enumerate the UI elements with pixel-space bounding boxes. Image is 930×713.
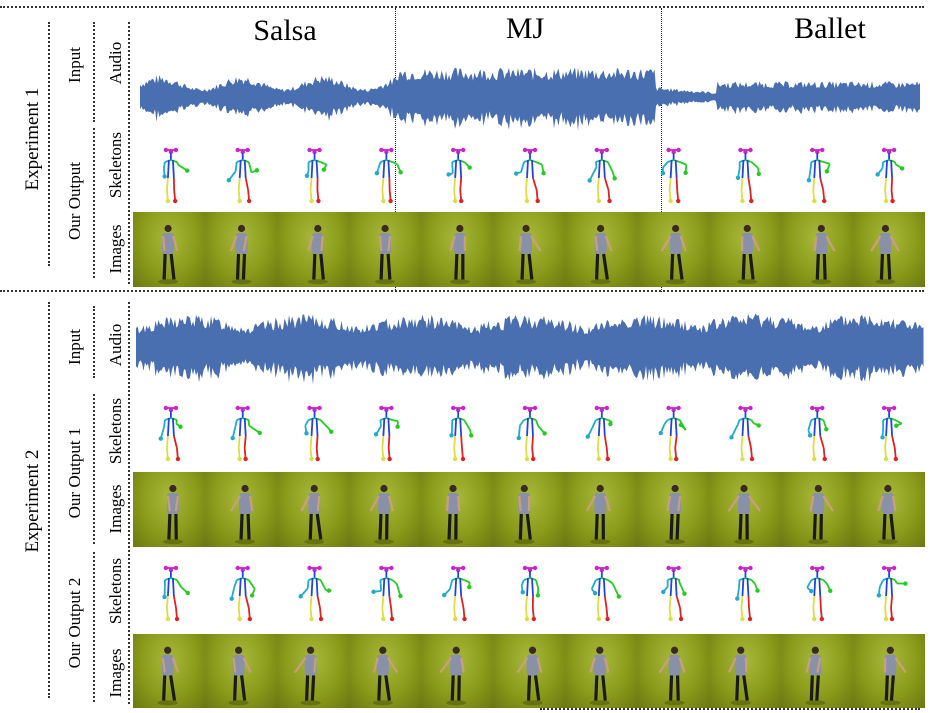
video-frame <box>421 212 493 287</box>
video-frame <box>349 472 421 547</box>
exp2-input-bracket <box>93 306 95 378</box>
column-title-salsa: Salsa <box>230 14 340 48</box>
video-frame <box>205 212 277 287</box>
exp2-output2-group-label: Our Output 2 <box>65 567 87 679</box>
video-frame <box>133 472 205 547</box>
experiment-2-label: Experiment 2 <box>22 436 44 566</box>
exp2-image-strip-2 <box>133 634 925 708</box>
exp2-row-images-2: Images <box>106 638 128 708</box>
exp1-row-skeletons: Skeletons <box>106 118 128 212</box>
exp1-bracket <box>48 22 50 266</box>
exp1-image-strip <box>133 212 925 287</box>
waveform-path <box>136 314 924 385</box>
video-frame <box>853 472 925 547</box>
video-frame <box>277 472 349 547</box>
exp2-bracket <box>48 302 50 698</box>
experiment-1-label: Experiment 1 <box>22 74 44 204</box>
video-frame <box>781 472 853 547</box>
exp2-output1-bracket <box>93 394 95 544</box>
exp2-row-audio: Audio <box>106 310 128 380</box>
exp1-row-bracket <box>128 22 130 284</box>
video-frame <box>133 212 205 287</box>
video-frame <box>205 472 277 547</box>
video-frame <box>637 634 709 708</box>
exp2-row-skeletons-2: Skeletons <box>106 544 128 638</box>
exp2-output2-bracket <box>93 552 95 702</box>
exp1-row-images: Images <box>106 214 128 284</box>
video-frame <box>133 634 205 708</box>
video-frame <box>565 472 637 547</box>
top-border <box>0 6 924 8</box>
exp1-output-group-label: Our Output <box>65 153 87 249</box>
exp2-output1-group-label: Our Output 1 <box>65 417 87 529</box>
exp2-skeleton-strip-1 <box>135 398 925 466</box>
video-frame <box>493 212 565 287</box>
video-frame <box>781 634 853 708</box>
video-frame <box>781 212 853 287</box>
exp1-skeleton-strip <box>135 140 925 208</box>
video-frame <box>637 212 709 287</box>
video-frame <box>709 212 781 287</box>
exp2-row-bracket <box>128 302 130 704</box>
video-frame <box>421 472 493 547</box>
exp2-skeleton-strip-2 <box>135 558 925 626</box>
bottom-border <box>540 708 920 710</box>
video-frame <box>565 212 637 287</box>
video-frame <box>277 212 349 287</box>
video-frame <box>349 634 421 708</box>
video-frame <box>421 634 493 708</box>
video-frame <box>349 212 421 287</box>
exp2-row-skeletons-1: Skeletons <box>106 384 128 478</box>
video-frame <box>853 212 925 287</box>
exp2-input-group-label: Input <box>65 317 87 377</box>
video-frame <box>565 634 637 708</box>
column-title-ballet: Ballet <box>770 12 890 46</box>
video-frame <box>205 634 277 708</box>
exp1-audio-waveform <box>140 62 920 132</box>
exp2-row-images-1: Images <box>106 474 128 544</box>
video-frame <box>709 634 781 708</box>
exp1-output-bracket <box>93 128 95 278</box>
exp1-input-bracket <box>93 22 95 122</box>
video-frame <box>277 634 349 708</box>
waveform-path <box>140 67 920 130</box>
experiment-separator <box>0 290 924 292</box>
video-frame <box>493 634 565 708</box>
column-title-mj: MJ <box>470 12 580 46</box>
video-frame <box>709 472 781 547</box>
video-frame <box>637 472 709 547</box>
exp2-audio-waveform <box>136 308 924 386</box>
video-frame <box>853 634 925 708</box>
exp1-input-group-label: Input <box>65 35 87 95</box>
video-frame <box>493 472 565 547</box>
exp1-row-audio: Audio <box>106 28 128 98</box>
exp2-image-strip-1 <box>133 472 925 547</box>
